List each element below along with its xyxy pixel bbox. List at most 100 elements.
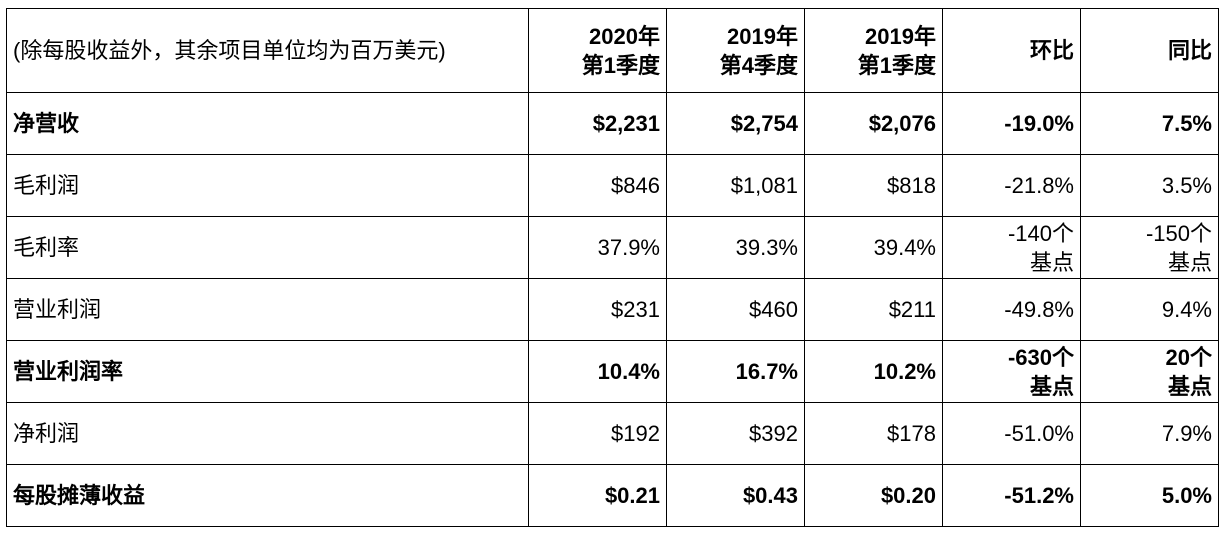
column-header: 2019年 第4季度 [666,8,805,93]
column-header-line2: 第4季度 [719,52,798,78]
cell-value: 9.4% [1161,297,1212,322]
table-cell: -51.2% [942,464,1081,527]
row-label: 净营收 [6,92,529,155]
cell-value: 10.2% [873,359,936,384]
table-cell: $460 [666,278,805,341]
table-row: 每股摊薄收益 $0.21 $0.43 $0.20 -51.2% 5.0% [6,464,1219,527]
cell-value: $192 [611,421,660,446]
cell-value: -51.2% [1004,483,1074,508]
table-cell: -630个基点 [942,340,1081,403]
column-header-line1: 环比 [1029,38,1074,63]
table-cell: -150个 基点 [1080,216,1219,279]
cell-value: $211 [888,297,936,322]
row-label: 营业利润率 [6,340,529,403]
cell-value: -49.8% [1004,297,1074,322]
table-row: 毛利率 37.9% 39.3% 39.4% -140个 基点 -150个 基点 [6,216,1219,279]
cell-value: 10.4% [597,359,660,384]
table-cell: -19.0% [942,92,1081,155]
financial-summary-table-container: (除每股收益外，其余项目单位均为百万美元) 2020年 第1季度 2019年 第… [6,8,1219,527]
table-cell: $1,081 [666,154,805,217]
column-header: 2020年 第1季度 [528,8,667,93]
column-header: 环比 [942,8,1081,93]
table-row: 营业利润 $231 $460 $211 -49.8% 9.4% [6,278,1219,341]
table-cell: 5.0% [1080,464,1219,527]
cell-value: $846 [611,173,660,198]
table-cell: $0.43 [666,464,805,527]
table-cell: $0.20 [804,464,943,527]
table-cell: -49.8% [942,278,1081,341]
table-cell: $2,231 [528,92,667,155]
cell-value: $1,081 [730,173,798,198]
column-header-line2: 第1季度 [581,52,660,78]
table-cell: $211 [804,278,943,341]
table-cell: 7.5% [1080,92,1219,155]
table-cell: 10.4% [528,340,667,403]
table-cell: $231 [528,278,667,341]
table-cell: $2,076 [804,92,943,155]
column-header-line1: 2020年 [589,23,660,49]
cell-value: 39.4% [873,235,936,260]
cell-value: 20个 [1165,344,1212,370]
financial-summary-table: (除每股收益外，其余项目单位均为百万美元) 2020年 第1季度 2019年 第… [6,8,1219,527]
row-label: 净利润 [6,402,529,465]
table-cell: 20个基点 [1080,340,1219,403]
table-cell: 9.4% [1080,278,1219,341]
table-header-row: (除每股收益外，其余项目单位均为百万美元) 2020年 第1季度 2019年 第… [6,8,1219,93]
cell-value: -51.0% [1004,421,1074,446]
column-header-line1: 2019年 [865,23,936,49]
cell-value: 16.7% [735,359,798,384]
units-note: (除每股收益外，其余项目单位均为百万美元) [6,8,529,93]
cell-value: 5.0% [1161,483,1212,508]
table-cell: $0.21 [528,464,667,527]
table-cell: $392 [666,402,805,465]
table-row: 营业利润率 10.4% 16.7% 10.2% -630个 基点 20个 基点 [6,340,1219,403]
cell-value-unit: 基点 [1029,373,1074,399]
cell-value: $2,076 [868,111,936,136]
cell-value-unit: 基点 [1167,249,1212,275]
cell-value: $0.43 [742,483,798,508]
column-header-line1: 同比 [1167,38,1212,63]
table-cell: 16.7% [666,340,805,403]
table-cell: 3.5% [1080,154,1219,217]
table-row: 毛利润 $846 $1,081 $818 -21.8% 3.5% [6,154,1219,217]
cell-value: -21.8% [1004,173,1074,198]
cell-value: $178 [887,421,936,446]
cell-value: $818 [887,173,936,198]
table-cell: -21.8% [942,154,1081,217]
row-label: 毛利润 [6,154,529,217]
table-cell: 7.9% [1080,402,1219,465]
cell-value: -630个 [1007,344,1074,370]
column-header-line2: 第1季度 [857,52,936,78]
cell-value: 3.5% [1161,173,1212,198]
table-cell: $192 [528,402,667,465]
cell-value: $0.20 [880,483,936,508]
table-cell: $178 [804,402,943,465]
cell-value: $0.21 [604,483,660,508]
cell-value: 39.3% [735,235,798,260]
cell-value: 7.5% [1161,111,1212,136]
table-cell: -51.0% [942,402,1081,465]
table-row: 净利润 $192 $392 $178 -51.0% 7.9% [6,402,1219,465]
table-cell: $846 [528,154,667,217]
table-cell: 39.3% [666,216,805,279]
cell-value: -19.0% [1004,111,1074,136]
table-cell: 10.2% [804,340,943,403]
table-cell: $2,754 [666,92,805,155]
cell-value: -140个 [1007,220,1074,246]
cell-value-unit: 基点 [1167,373,1212,399]
cell-value: $2,231 [592,111,660,136]
cell-value: $231 [611,297,660,322]
cell-value: 7.9% [1161,421,1212,446]
table-cell: $818 [804,154,943,217]
cell-value: $460 [749,297,798,322]
row-label: 毛利率 [6,216,529,279]
column-header: 同比 [1080,8,1219,93]
table-cell: 37.9% [528,216,667,279]
table-cell: 39.4% [804,216,943,279]
cell-value-unit: 基点 [1029,249,1074,275]
column-header-line1: 2019年 [727,23,798,49]
cell-value: 37.9% [597,235,660,260]
row-label: 每股摊薄收益 [6,464,529,527]
cell-value: $392 [749,421,798,446]
table-cell: -140个基点 [942,216,1081,279]
